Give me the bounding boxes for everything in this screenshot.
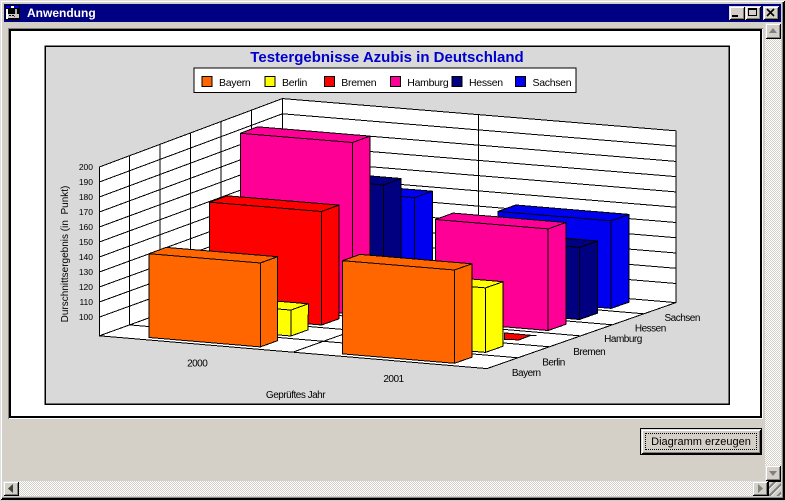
svg-text:Hamburg: Hamburg	[407, 77, 449, 89]
svg-text:190: 190	[79, 177, 93, 187]
svg-text:170: 170	[79, 207, 93, 217]
svg-text:140: 140	[79, 252, 93, 262]
svg-text:2001: 2001	[383, 374, 404, 385]
svg-text:Geprüftes Jahr: Geprüftes Jahr	[266, 390, 326, 401]
svg-text:Bayern: Bayern	[512, 368, 541, 379]
svg-text:Hessen: Hessen	[635, 323, 666, 334]
svg-text:Berlin: Berlin	[282, 77, 308, 89]
svg-text:Sachsen: Sachsen	[664, 313, 699, 324]
svg-text:Berlin: Berlin	[542, 357, 565, 368]
svg-text:Hessen: Hessen	[469, 77, 503, 89]
svg-text:130: 130	[79, 267, 93, 277]
svg-text:200: 200	[79, 162, 93, 172]
svg-text:100: 100	[79, 312, 93, 322]
svg-text:Testergebnisse Azubis in Deuts: Testergebnisse Azubis in Deutschland	[250, 49, 523, 66]
svg-text:Bayern: Bayern	[219, 77, 251, 89]
svg-text:Sachsen: Sachsen	[533, 77, 572, 89]
svg-text:180: 180	[79, 192, 93, 202]
svg-text:110: 110	[79, 297, 93, 307]
svg-text:Durschnittsergebnis (in Punkt: Durschnittsergebnis (in Punkt)	[60, 186, 71, 323]
svg-text:Bremen: Bremen	[341, 77, 376, 89]
svg-text:120: 120	[79, 282, 93, 292]
svg-text:Bremen: Bremen	[573, 347, 605, 358]
svg-text:160: 160	[79, 222, 93, 232]
svg-text:2000: 2000	[187, 359, 208, 370]
svg-text:Hamburg: Hamburg	[604, 334, 642, 345]
svg-text:150: 150	[79, 237, 93, 247]
